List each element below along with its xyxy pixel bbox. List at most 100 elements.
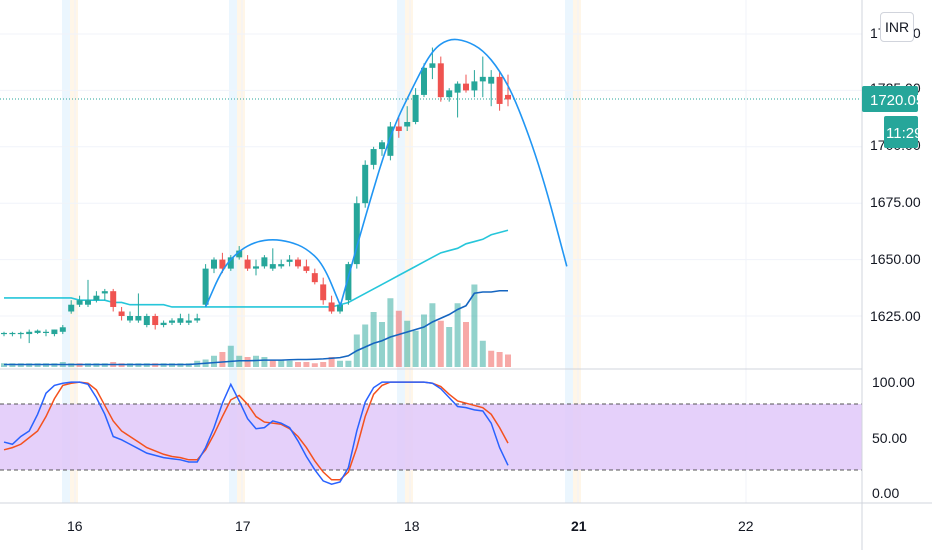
candle: [177, 313, 184, 326]
countdown-badge: [884, 116, 918, 148]
candles[interactable]: [1, 47, 511, 344]
last-price-badge: [862, 86, 918, 112]
candle: [362, 160, 369, 208]
volume-bar: [387, 298, 394, 367]
candle-body: [362, 164, 369, 204]
candle: [93, 291, 100, 303]
candle: [412, 88, 419, 125]
candle-body: [34, 330, 41, 333]
volume-bar: [320, 362, 327, 367]
candle-body: [219, 259, 226, 269]
candle-body: [26, 331, 33, 335]
price-tick: 1625.00: [870, 308, 921, 324]
candle-body: [101, 291, 108, 294]
candle-body: [68, 304, 75, 312]
candle: [295, 257, 301, 269]
candle-body: [311, 273, 318, 283]
candle-body: [387, 126, 394, 156]
candle: [59, 325, 66, 335]
candle-body: [202, 268, 209, 305]
volume-bar: [345, 360, 352, 367]
candle: [85, 279, 91, 307]
candle: [446, 88, 453, 102]
candle: [101, 288, 108, 301]
candle-body: [253, 266, 259, 269]
candle-body: [463, 83, 469, 91]
session-band-pre: [397, 0, 405, 503]
candle: [236, 246, 243, 260]
candle: [421, 63, 427, 98]
volume-bar: [303, 362, 310, 367]
candle-body: [496, 76, 503, 104]
candle: [496, 72, 503, 111]
candle-body: [244, 259, 251, 269]
candle: [320, 277, 327, 305]
volume-bar: [395, 310, 402, 367]
currency-button[interactable]: INR: [880, 12, 914, 42]
volume-bar: [379, 322, 385, 367]
candle-body: [43, 331, 49, 333]
candle: [110, 288, 117, 312]
price-tick: 1675.00: [870, 194, 921, 210]
candle: [1, 331, 7, 337]
candle-body: [337, 304, 343, 312]
session-band-post: [405, 0, 413, 503]
candle-body: [143, 316, 150, 326]
candle-body: [127, 316, 133, 321]
candle-body: [437, 63, 444, 98]
candle-body: [185, 320, 192, 323]
candle-body: [395, 126, 402, 132]
countdown-label: 11:29: [886, 125, 922, 142]
volume-bar: [429, 303, 436, 367]
oscillator-tick: 50.00: [872, 430, 907, 446]
candle-body: [118, 311, 125, 316]
volume-bar: [463, 322, 469, 367]
volume-bar: [219, 352, 226, 367]
candle-body: [17, 332, 24, 335]
candle-body: [261, 257, 268, 267]
candle-body: [51, 329, 58, 335]
volume-bar: [421, 314, 427, 367]
volume-bar: [244, 357, 251, 367]
candle-body: [295, 259, 301, 267]
price-axis[interactable]: 1750.00 1725.00 1700.00 1675.00 1650.00 …: [870, 25, 921, 324]
candle: [185, 313, 192, 326]
candle: [160, 320, 167, 328]
candle-body: [412, 94, 419, 122]
candle-body: [345, 264, 352, 301]
candle-body: [471, 81, 478, 91]
candle: [135, 293, 142, 323]
candle: [437, 56, 444, 102]
time-axis[interactable]: 16 17 18 21 22: [67, 518, 754, 534]
candle: [9, 331, 16, 337]
candle-body: [505, 94, 511, 100]
candle: [488, 70, 495, 107]
candle: [303, 259, 310, 274]
candle: [311, 268, 318, 285]
candle: [227, 255, 234, 271]
candle: [395, 117, 402, 138]
volume-bar: [437, 320, 444, 367]
candle-body: [370, 149, 377, 165]
candle: [68, 300, 75, 314]
candle: [286, 255, 293, 267]
volume-bar: [446, 327, 453, 367]
candle: [353, 196, 360, 269]
volume-bar: [488, 350, 495, 367]
candle: [34, 329, 41, 335]
candle-body: [320, 284, 327, 301]
candle: [43, 329, 49, 337]
candle-body: [177, 318, 184, 323]
candle: [26, 329, 33, 344]
stochastic-band-fill: [0, 404, 862, 470]
pattern-curves[interactable]: [204, 38, 568, 308]
volume-bar: [362, 324, 369, 367]
candle: [253, 259, 259, 276]
pattern-curve: [339, 38, 568, 308]
stochastic-line: [3, 381, 509, 486]
volume-bar: [370, 312, 377, 367]
volume-bar: [479, 340, 486, 367]
candle-body: [303, 266, 310, 271]
oscillator-axis[interactable]: 100.00 50.00 0.00: [872, 374, 915, 501]
